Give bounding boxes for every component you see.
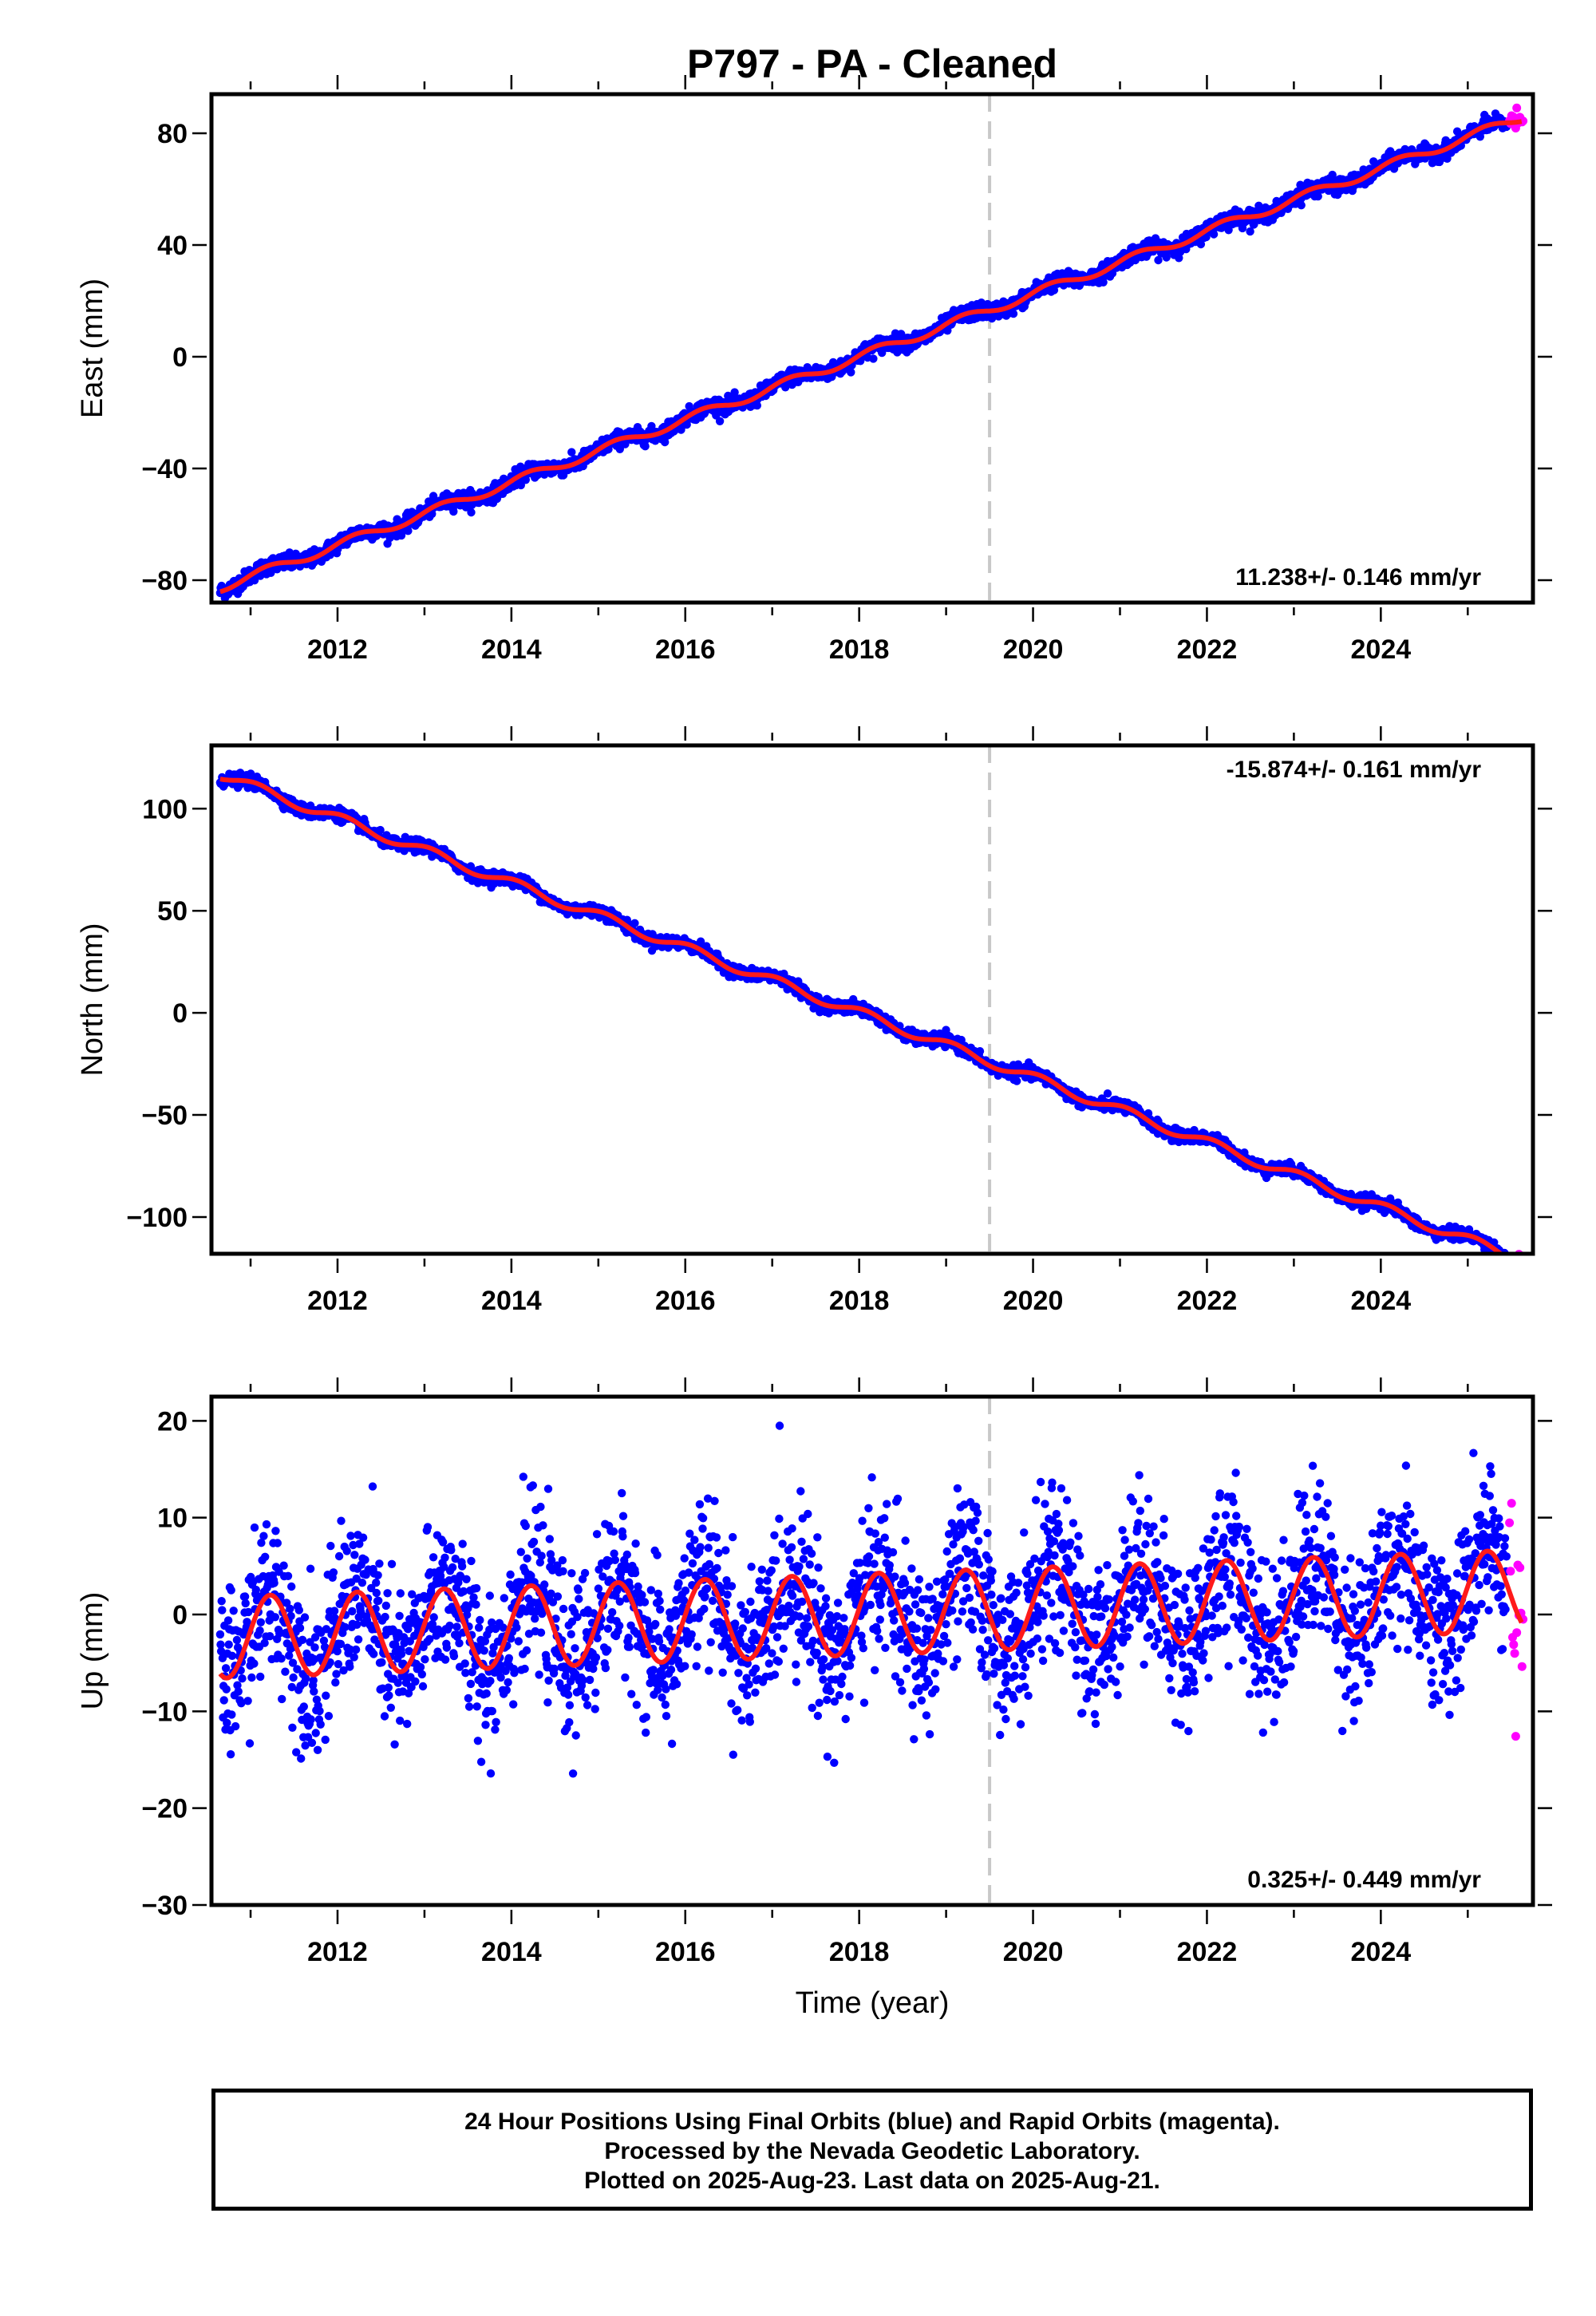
velocity-rate-label-east: 11.238+/- 0.146 mm/yr xyxy=(1235,564,1481,591)
data-point-final xyxy=(1009,309,1018,318)
y-tick-label: −40 xyxy=(141,454,188,484)
data-point-final xyxy=(1108,269,1117,278)
x-tick-label: 2022 xyxy=(1177,634,1238,665)
data-point-final xyxy=(781,383,790,392)
x-tick-label: 2020 xyxy=(1003,634,1064,665)
plot-area-east xyxy=(215,94,1528,603)
data-point-final xyxy=(1196,239,1206,249)
data-point-final xyxy=(466,862,476,871)
chart-title: P797 - PA - Cleaned xyxy=(687,41,1057,86)
panel-north: 2012 2014 2016 2018 2020 2022 2024−100−5005010… xyxy=(76,726,1552,1316)
plot-frame-east xyxy=(209,92,1535,605)
data-point-final xyxy=(567,448,576,456)
data-point-final xyxy=(847,368,855,377)
data-point-final xyxy=(869,354,878,363)
data-point-final xyxy=(696,937,705,946)
data-point-final xyxy=(428,509,437,519)
series-final-orbits-east xyxy=(215,109,1511,603)
data-point-final xyxy=(715,417,725,425)
x-tick-label: 2014 xyxy=(481,634,542,665)
data-point-final xyxy=(1246,227,1254,236)
data-point-final xyxy=(1209,230,1219,239)
y-axis-label-east: East (mm) xyxy=(76,279,109,418)
data-point-final xyxy=(1476,132,1485,141)
data-point-final xyxy=(1013,1077,1021,1085)
data-point-rapid xyxy=(1512,103,1522,113)
y-tick-label: 80 xyxy=(157,119,188,149)
y-tick-label: 40 xyxy=(157,231,188,261)
data-point-final xyxy=(753,401,761,410)
data-point-final xyxy=(521,476,530,484)
y-tick-label: 0 xyxy=(172,342,188,373)
data-point-final xyxy=(730,388,739,397)
data-point-final xyxy=(1314,192,1322,201)
data-point-final xyxy=(1443,154,1452,163)
data-point-final xyxy=(1297,201,1306,210)
data-point-final xyxy=(376,825,385,835)
data-point-final xyxy=(1224,226,1233,235)
data-point-final xyxy=(449,507,458,516)
plot-area-north xyxy=(215,745,1527,1254)
x-tick-label: 2018 xyxy=(829,634,890,665)
data-point-final xyxy=(641,442,650,451)
panel-east: 2012 2014 2016 2018 2020 2022 2024 −80 −40 0 40 80 E… xyxy=(76,75,1552,665)
x-tick-label: 2016 xyxy=(655,634,716,665)
data-point-final xyxy=(467,508,476,517)
x-tick-label: 2012 xyxy=(307,634,368,665)
model-fit-line-east xyxy=(219,119,1523,595)
data-point-final xyxy=(630,919,639,928)
data-point-final xyxy=(404,527,413,536)
y-tick-label: −80 xyxy=(141,566,188,596)
data-point-final xyxy=(1154,255,1163,265)
x-tick-label: 2024 xyxy=(1351,634,1412,665)
data-point-final xyxy=(1103,1089,1112,1098)
data-point-final xyxy=(975,1047,985,1056)
